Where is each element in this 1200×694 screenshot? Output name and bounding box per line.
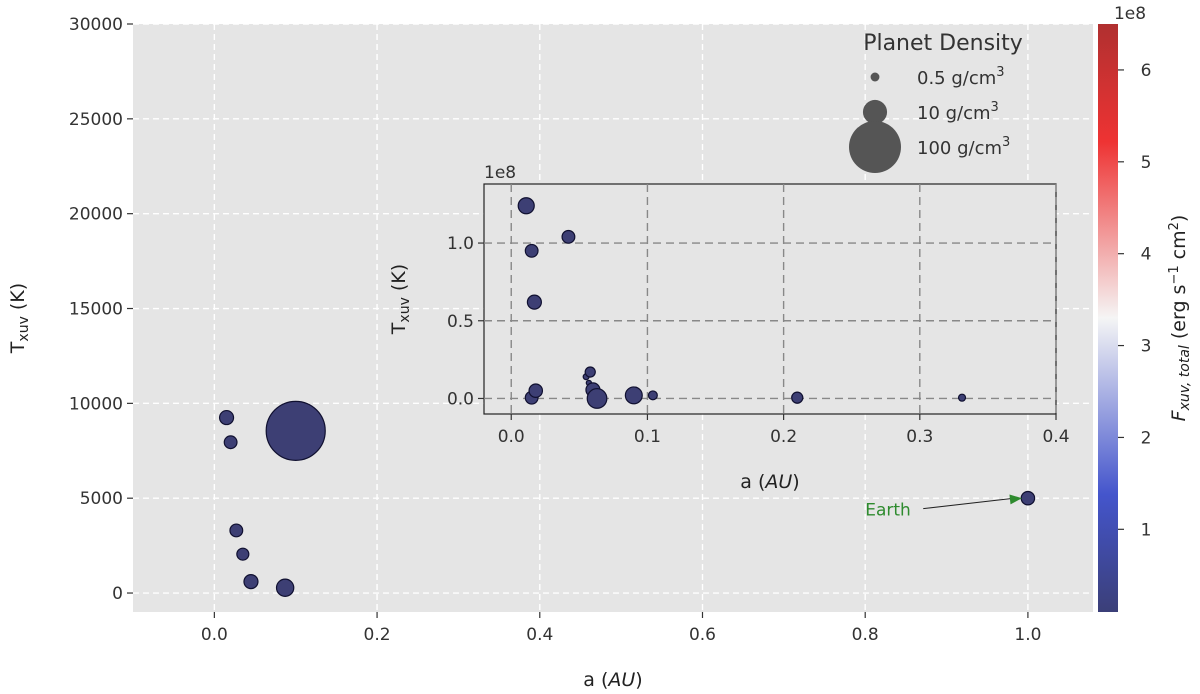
main-y-tick-label: 20000	[69, 205, 123, 225]
inset-data-point	[528, 383, 544, 398]
inset-data-point	[647, 390, 658, 401]
inset-y-tick-label: 1.0	[447, 234, 474, 254]
inset-data-point	[791, 391, 804, 404]
main-y-tick-label: 0	[112, 584, 123, 604]
inset-x-tick-label: 0.0	[498, 427, 525, 447]
legend-label: 0.5 g/cm3	[917, 65, 1005, 89]
inset-y-tick-label: 0.5	[447, 312, 474, 332]
legend-label: 100 g/cm3	[917, 135, 1010, 159]
colorbar-tick-label: 1	[1141, 520, 1152, 540]
main-y-ticks: 0 5000 10000 15000 20000 25000 30000	[69, 15, 133, 604]
main-data-point	[1020, 490, 1036, 506]
main-data-point	[265, 400, 326, 461]
legend-title: Planet Density	[863, 31, 1023, 56]
main-y-tick-label: 30000	[69, 15, 123, 35]
inset-x-axis-label: a (AU)	[740, 471, 799, 493]
main-x-tick-label: 0.6	[689, 625, 716, 645]
inset-points	[517, 197, 967, 409]
inset-data-point	[526, 294, 542, 310]
main-data-point	[229, 523, 244, 538]
main-x-tick-label: 0.8	[852, 625, 879, 645]
main-data-point	[236, 547, 250, 561]
inset-x-tick-label: 0.3	[906, 427, 933, 447]
earth-arrowhead	[1009, 494, 1022, 505]
inset-data-point	[957, 393, 967, 402]
colorbar-tick-label: 2	[1141, 428, 1152, 448]
main-data-point	[223, 435, 238, 450]
legend-marker	[849, 121, 901, 173]
inset-y-ticks: 0.0 0.5 1.0	[447, 234, 484, 409]
legend-label: 10 g/cm3	[917, 100, 999, 124]
main-data-point	[243, 574, 259, 590]
main-y-tick-label: 10000	[69, 394, 123, 414]
earth-annotation: Earth	[865, 494, 1022, 521]
legend-marker	[870, 72, 880, 82]
colorbar-label: Fxuv, total (erg s−1 cm2)	[1167, 215, 1193, 422]
earth-label: Earth	[865, 501, 911, 521]
main-x-tick-label: 0.0	[201, 625, 228, 645]
main-y-tick-label: 15000	[69, 300, 123, 320]
main-x-tick-label: 1.0	[1014, 625, 1041, 645]
inset-x-tick-label: 0.2	[770, 427, 797, 447]
colorbar-tick-label: 3	[1141, 337, 1152, 357]
inset-data-point	[624, 386, 643, 405]
inset-data-point	[517, 197, 535, 215]
colorbar: 1 2 3 4 5 6 1e8 Fxuv, total (erg s−1 cm2)	[1098, 4, 1193, 612]
legend-items: 0.5 g/cm3 10 g/cm3 100 g/cm3	[849, 65, 1010, 173]
inset-y-tick-label: 0.0	[447, 389, 474, 409]
inset-data-point	[524, 243, 539, 258]
main-x-tick-label: 0.2	[364, 625, 391, 645]
legend-marker	[862, 99, 888, 125]
main-y-tick-label: 5000	[80, 489, 123, 509]
main-x-axis-label: a (AU)	[583, 669, 642, 691]
colorbar-tick-label: 4	[1141, 245, 1152, 265]
main-y-tick-label: 25000	[69, 110, 123, 130]
main-data-point	[275, 578, 295, 597]
inset-plot: 0.0 0.1 0.2 0.3 0.4 0.0 0.5 1.0 1e8 a (AU) Txu…	[388, 163, 1070, 493]
colorbar-ticks: 1 2 3 4 5 6	[1118, 61, 1151, 540]
inset-x-tick-label: 0.4	[1042, 427, 1069, 447]
inset-x-tick-label: 0.1	[634, 427, 661, 447]
colorbar-tick-label: 5	[1141, 153, 1152, 173]
colorbar-gradient	[1098, 24, 1118, 612]
colorbar-offset-text: 1e8	[1114, 4, 1146, 24]
earth-arrow	[923, 497, 1014, 510]
colorbar-tick-label: 6	[1141, 61, 1152, 81]
inset-plot-background	[483, 183, 1057, 415]
main-y-axis-label: Txuv (K)	[7, 283, 32, 354]
main-x-tick-label: 0.4	[526, 625, 553, 645]
main-x-ticks: 0.0 0.2 0.4 0.6 0.8 1.0	[201, 612, 1041, 645]
legend: Planet Density 0.5 g/cm3 10 g/cm3 100 g/cm…	[849, 31, 1023, 173]
inset-y-axis-label: Txuv (K)	[388, 264, 413, 335]
main-data-point	[218, 409, 235, 426]
inset-data-point	[561, 229, 576, 244]
inset-x-ticks: 0.0 0.1 0.2 0.3 0.4	[498, 414, 1070, 447]
inset-gridlines	[484, 184, 1057, 414]
inset-data-point	[586, 388, 608, 409]
inset-data-point	[584, 366, 596, 378]
inset-offset-text: 1e8	[484, 163, 516, 183]
main-points	[218, 400, 1036, 597]
